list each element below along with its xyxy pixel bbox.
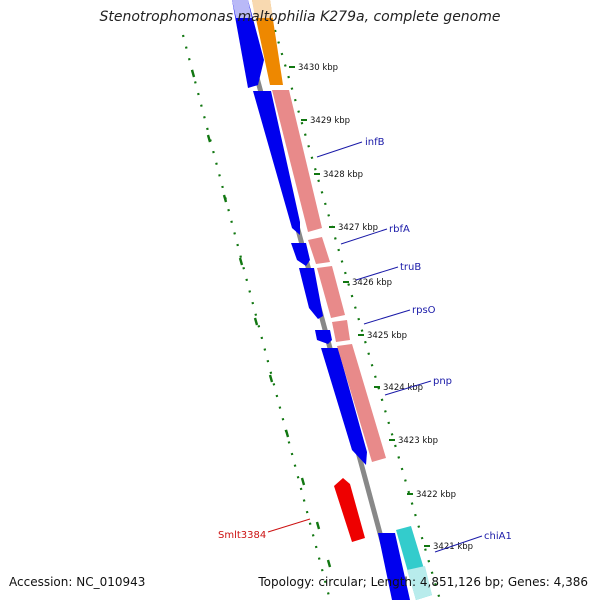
gene-label-trub[interactable]: truB [400,262,421,273]
gene-label-infb[interactable]: infB [365,137,385,148]
gene-label-pnp[interactable]: pnp [433,376,452,387]
gene-leader-line [434,535,483,553]
tick-label: 3423 kbp [398,436,438,446]
orange-feature-faded [252,0,273,18]
gene-labels: infB rbfA truB rpsO pnp Smlt3384 chiA1 [218,137,512,553]
gene-leader-line [355,266,399,281]
gene-leader-line [340,228,388,245]
gc-dash [268,374,274,383]
gc-content-track [181,29,442,600]
tick-label: 3425 kbp [367,331,407,341]
cds-feature-faded [232,0,252,18]
gc-dash [300,477,306,486]
gene-label-smlt3384[interactable]: Smlt3384 [218,530,266,541]
cds-feature[interactable] [232,0,264,88]
gc-dash [206,134,212,143]
pink-feature[interactable] [332,320,350,342]
gene-leader-line [363,309,411,325]
gene-label-chia1[interactable]: chiA1 [484,531,512,542]
tick-label: 3427 kbp [338,223,378,233]
tick-label: 3430 kbp [298,63,338,73]
gene-label-rpso[interactable]: rpsO [412,305,436,316]
kbp-ticks: 3430 kbp 3429 kbp 3428 kbp 3427 kbp 3426 kbp… [289,63,473,552]
gene-leader-line [384,380,432,396]
smlt3384-feature[interactable] [334,478,365,542]
orange-feature[interactable] [252,0,283,85]
cds-feature[interactable] [291,243,310,266]
pink-feature[interactable] [337,344,386,462]
gc-dash [315,521,321,530]
cds-feature[interactable] [321,348,367,465]
cds-feature[interactable] [378,533,410,600]
cds-feature[interactable] [299,268,323,319]
gc-dash [190,69,196,78]
gc-dot-line [181,34,332,600]
cds-feature[interactable] [253,91,300,235]
gc-dash [253,317,259,326]
gc-dash [284,429,290,438]
genome-summary: Topology: circular; Length: 4,851,126 bp… [258,575,588,589]
forward-features [232,0,410,600]
gc-dash [238,257,244,266]
gc-dash [326,559,332,568]
accession-text: Accession: NC_010943 [9,575,146,589]
cyan-feature-faded [407,566,432,600]
genome-title: Stenotrophomonas maltophilia K279a, comp… [99,9,501,25]
tick-label: 3428 kbp [323,170,363,180]
rna-features [252,0,432,600]
tick-label: 3422 kbp [416,490,456,500]
pink-feature[interactable] [317,266,345,318]
tick-label: 3421 kbp [433,542,473,552]
tick-label: 3429 kbp [310,116,350,126]
cds-feature[interactable] [315,330,332,344]
gene-leader-line [316,141,363,158]
tick-label: 3424 kbp [383,383,423,393]
gene-label-rbfa[interactable]: rbfA [389,224,410,235]
tick-label: 3426 kbp [352,278,392,288]
pink-feature[interactable] [308,237,330,264]
gc-dash [222,194,228,203]
gene-leader-line [267,518,311,533]
pink-feature[interactable] [272,90,322,232]
